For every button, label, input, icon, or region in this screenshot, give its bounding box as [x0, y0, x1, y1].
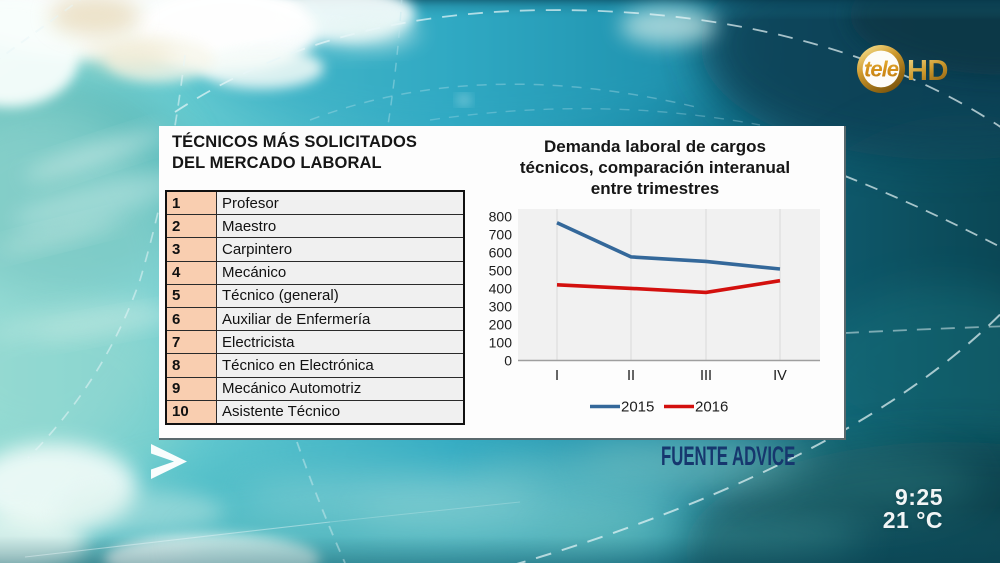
svg-text:II: II [627, 368, 635, 384]
svg-text:III: III [700, 368, 712, 384]
svg-text:400: 400 [489, 280, 513, 296]
svg-text:200: 200 [489, 316, 513, 332]
svg-text:0: 0 [504, 353, 512, 369]
svg-text:I: I [555, 368, 559, 384]
svg-text:2016: 2016 [695, 399, 728, 416]
svg-text:800: 800 [489, 208, 513, 224]
svg-text:IV: IV [773, 368, 787, 384]
svg-text:2015: 2015 [621, 399, 654, 416]
svg-text:700: 700 [489, 226, 513, 242]
svg-text:HD: HD [907, 55, 948, 87]
svg-text:100: 100 [489, 335, 513, 351]
svg-text:500: 500 [489, 262, 513, 278]
svg-text:300: 300 [489, 298, 513, 314]
svg-text:600: 600 [489, 244, 513, 260]
svg-text:tele: tele [864, 57, 899, 82]
